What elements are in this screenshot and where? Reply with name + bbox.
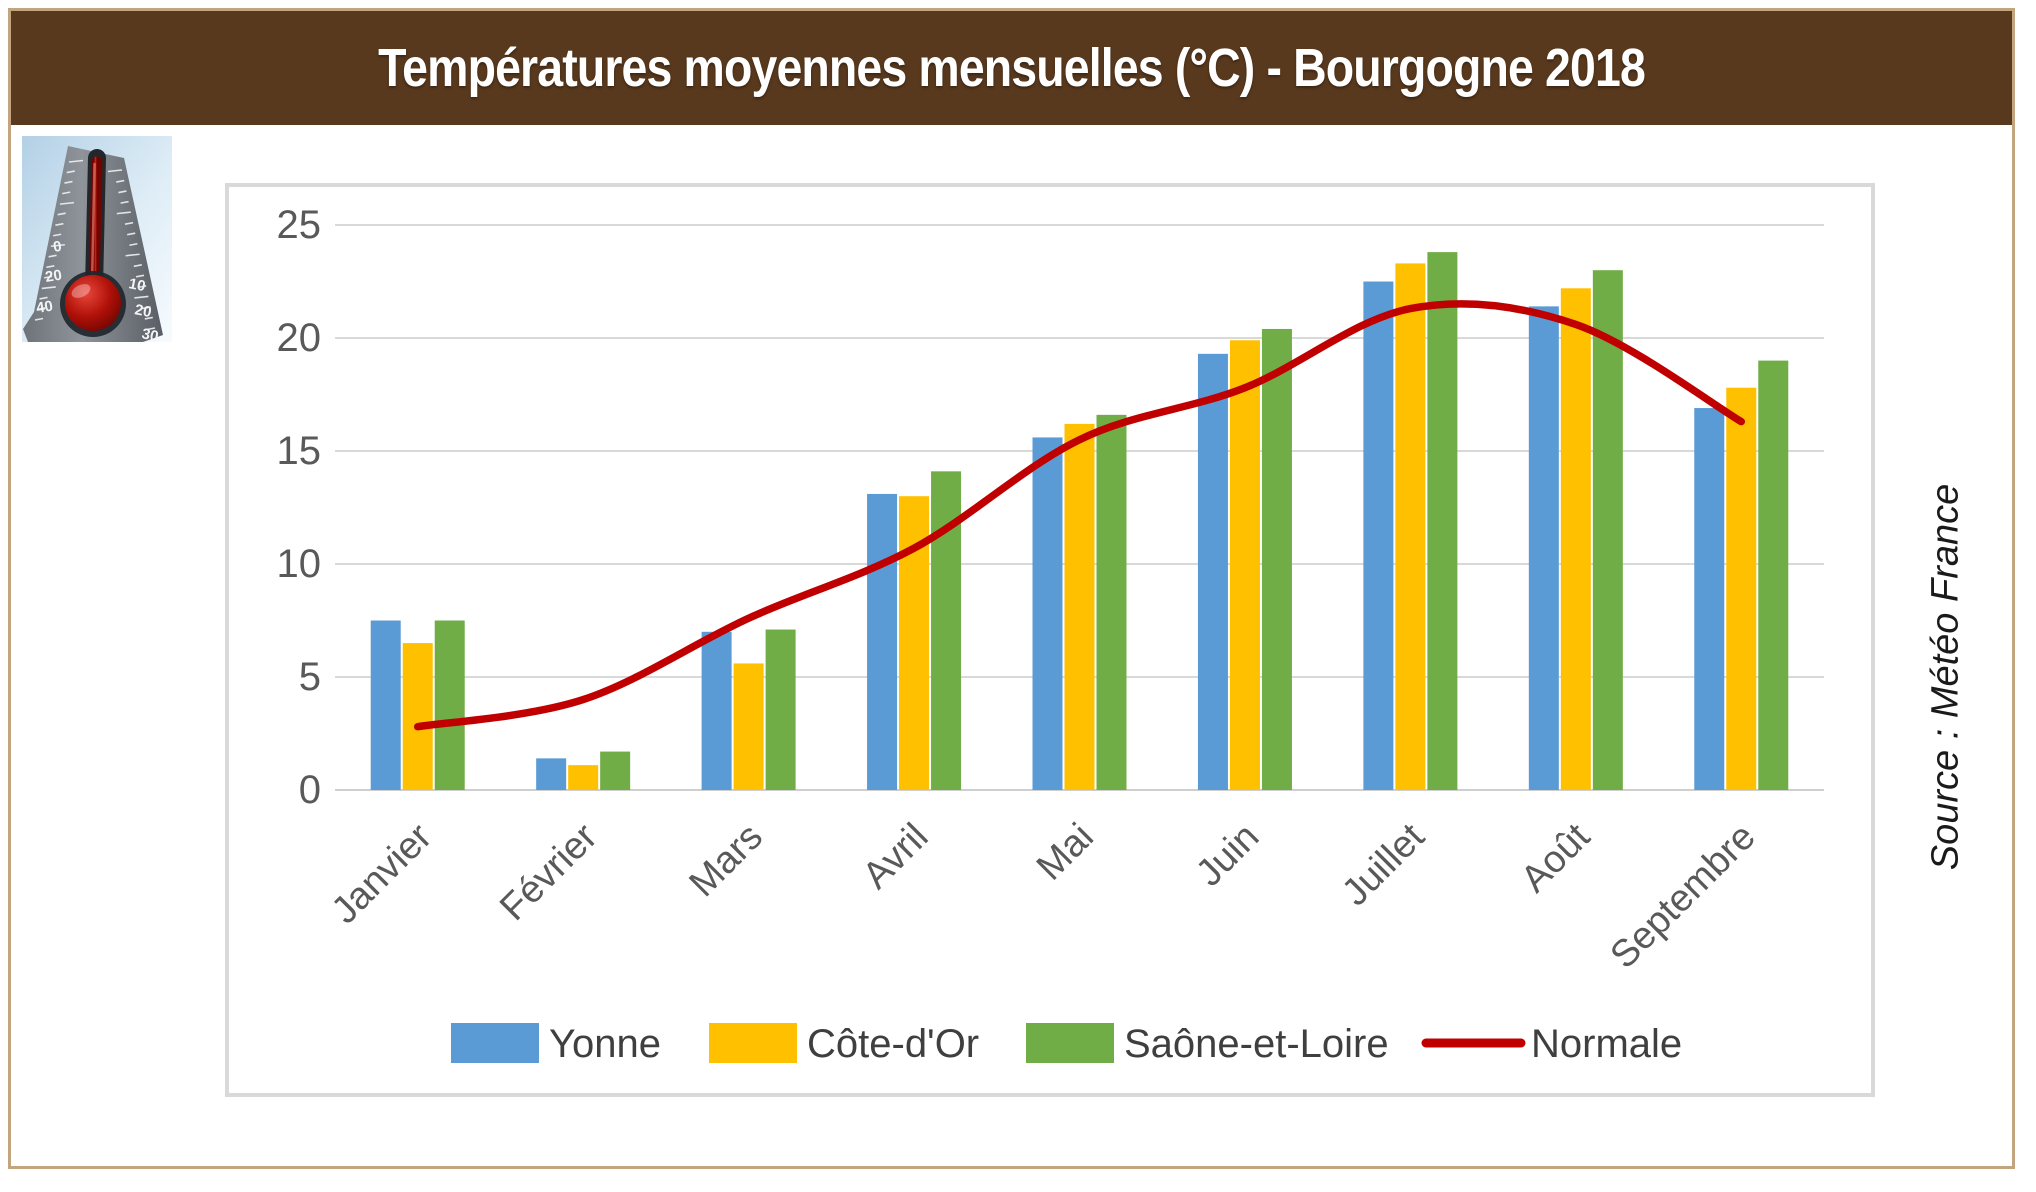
svg-text:20: 20 <box>133 301 153 321</box>
page-title: Températures moyennes mensuelles (°C) - … <box>378 38 1646 98</box>
x-tick-label-janvier: Janvier <box>324 815 441 932</box>
bar-sa-ne-et-loire-mai <box>1096 414 1127 790</box>
x-tick-label-août: Août <box>1513 815 1598 900</box>
y-tick-label-0: 0 <box>299 768 321 812</box>
bar-c-te-d-or-mars <box>733 663 764 790</box>
bar-sa-ne-et-loire-septembre <box>1758 360 1789 790</box>
y-tick-label-15: 15 <box>277 429 322 473</box>
y-tick-label-20: 20 <box>277 316 322 360</box>
bar-sa-ne-et-loire-juin <box>1261 328 1292 790</box>
bar-c-te-d-or-août <box>1560 288 1591 790</box>
thermometer-icon: 0 20 40 10 20 30 <box>22 136 172 342</box>
legend-label-sa-ne-et-loire: Saône-et-Loire <box>1124 1022 1389 1066</box>
bar-c-te-d-or-juin <box>1229 340 1260 790</box>
bar-c-te-d-or-février <box>568 765 599 790</box>
bar-yonne-mai <box>1032 437 1063 790</box>
svg-text:10: 10 <box>127 275 147 295</box>
bar-c-te-d-or-mai <box>1064 423 1095 790</box>
bar-sa-ne-et-loire-mars <box>765 629 796 790</box>
legend-swatch-c-te-d-or <box>709 1023 797 1063</box>
bar-yonne-juin <box>1197 353 1228 790</box>
svg-text:30: 30 <box>140 325 160 342</box>
temperature-chart: 0 5 10 15 20 25 Janvier Février Mars Avril Mai Juin… <box>277 203 1824 1066</box>
y-tick-label-10: 10 <box>277 542 322 586</box>
x-tick-label-mars: Mars <box>682 816 771 905</box>
x-tick-label-septembre: Septembre <box>1602 816 1763 977</box>
bar-yonne-juillet <box>1363 281 1394 790</box>
y-tick-label-5: 5 <box>299 655 321 699</box>
bar-sa-ne-et-loire-août <box>1592 270 1623 790</box>
x-tick-label-juin: Juin <box>1188 816 1267 895</box>
bar-yonne-septembre <box>1694 408 1725 790</box>
bar-c-te-d-or-juillet <box>1395 263 1426 790</box>
chart-panel: 0 5 10 15 20 25 Janvier Février Mars Avril Mai Juin… <box>225 183 1875 1097</box>
bar-yonne-août <box>1528 306 1559 790</box>
legend-label-c-te-d-or: Côte-d'Or <box>807 1022 979 1066</box>
bar-sa-ne-et-loire-janvier <box>434 620 465 790</box>
svg-text:20: 20 <box>44 267 63 286</box>
bar-yonne-février <box>536 758 567 790</box>
x-tick-label-juillet: Juillet <box>1334 815 1433 914</box>
x-tick-label-février: Février <box>492 815 606 929</box>
bar-yonne-janvier <box>370 620 401 790</box>
legend-swatch-yonne <box>451 1023 539 1063</box>
x-tick-label-avril: Avril <box>855 816 936 897</box>
legend-swatch-sa-ne-et-loire <box>1026 1023 1114 1063</box>
bar-yonne-mars <box>701 631 732 790</box>
svg-text:40: 40 <box>35 298 54 317</box>
bar-yonne-avril <box>867 493 898 790</box>
source-note-text: Source : Météo France <box>1924 483 1967 871</box>
y-tick-label-25: 25 <box>277 203 322 247</box>
svg-text:0: 0 <box>52 238 63 256</box>
bar-c-te-d-or-septembre <box>1726 387 1757 790</box>
bar-sa-ne-et-loire-février <box>600 751 631 790</box>
x-tick-label-mai: Mai <box>1029 816 1102 889</box>
legend-label-normale: Normale <box>1531 1022 1682 1066</box>
bar-sa-ne-et-loire-juillet <box>1427 252 1458 790</box>
title-bar: Températures moyennes mensuelles (°C) - … <box>11 11 2012 125</box>
legend-label-yonne: Yonne <box>549 1022 661 1066</box>
normale-line <box>413 300 1746 731</box>
bar-c-te-d-or-janvier <box>402 643 433 790</box>
